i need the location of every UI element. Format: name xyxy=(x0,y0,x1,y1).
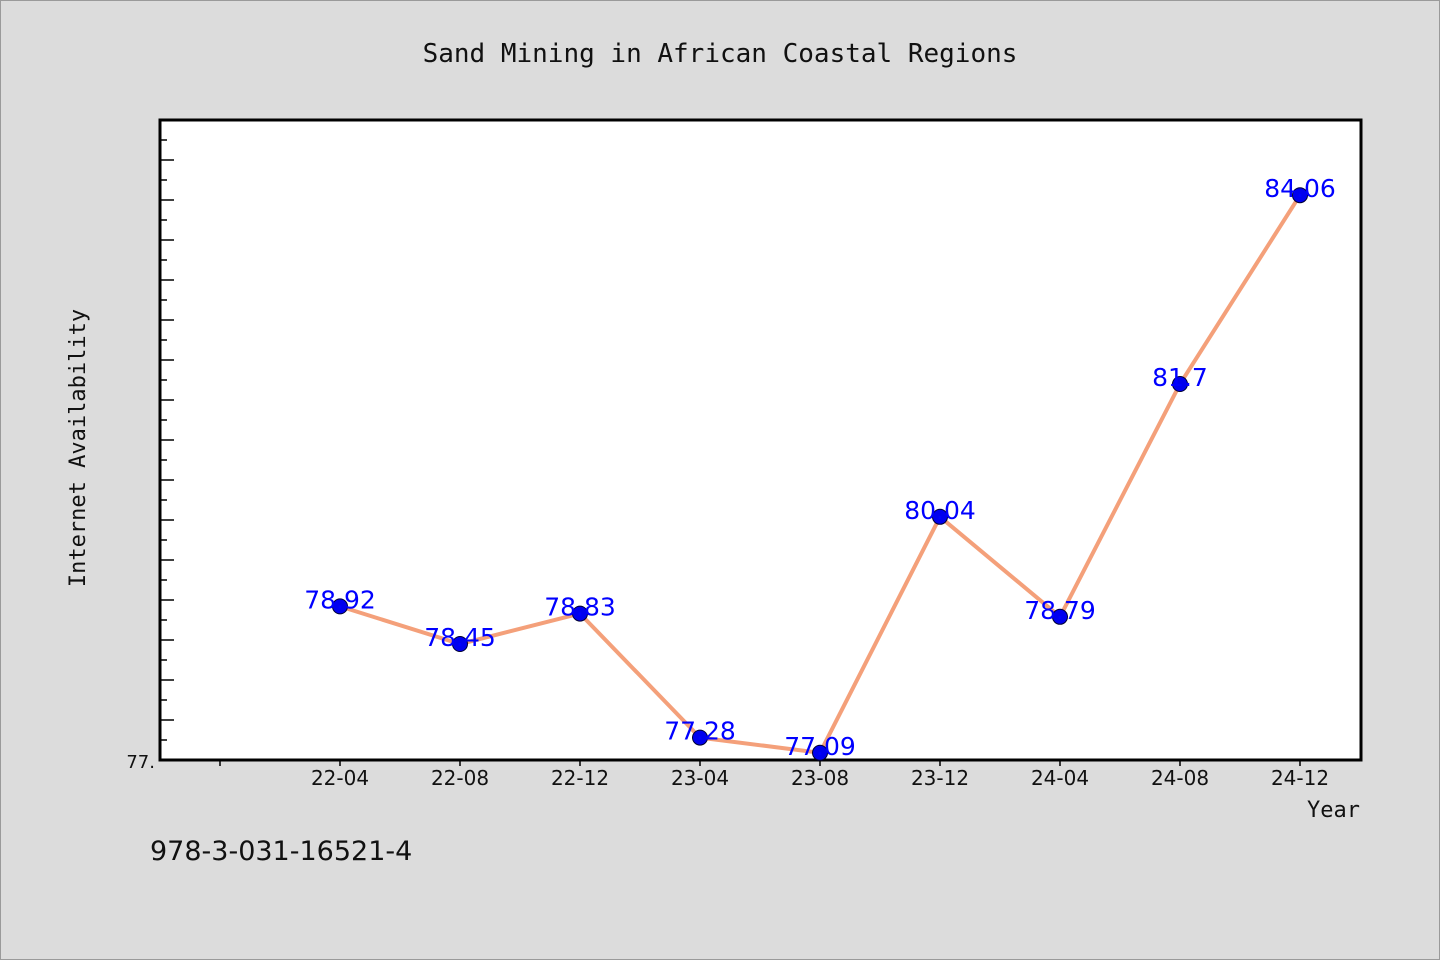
data-point xyxy=(812,744,828,761)
data-label: 81.7 xyxy=(1152,363,1208,392)
data-label: 78.45 xyxy=(424,623,496,652)
data-point xyxy=(332,598,348,615)
data-point xyxy=(1292,187,1308,204)
chart-title: Sand Mining in African Coastal Regions xyxy=(423,39,1018,69)
data-labels: 78.92 78.45 78.83 77.28 77.09 80.04 78.79 81.7 8… xyxy=(304,174,1336,761)
data-label: 77.09 xyxy=(784,732,856,761)
y-tick-label: 77. xyxy=(126,752,155,773)
data-point xyxy=(932,508,948,525)
x-tick-label: 23-04 xyxy=(671,766,729,790)
x-tick-label: 23-08 xyxy=(791,766,849,790)
data-points xyxy=(332,187,1308,761)
x-tick-label: 22-12 xyxy=(551,766,609,790)
x-tick-label: 24-08 xyxy=(1151,766,1209,790)
data-point xyxy=(452,636,468,652)
y-axis-ticks xyxy=(160,119,174,761)
x-axis-ticks: 22-04 22-08 22-12 23-04 23-08 23-12 24-04 24-08… xyxy=(219,760,1329,790)
data-label: 77.28 xyxy=(664,717,736,746)
x-tick-label: 22-08 xyxy=(431,766,489,790)
plot-area xyxy=(158,118,1363,762)
y-axis-label: Internet Availability xyxy=(66,309,91,587)
data-point xyxy=(692,729,708,746)
data-point xyxy=(572,605,588,622)
data-label: 78.83 xyxy=(544,593,616,622)
data-point xyxy=(1172,376,1188,392)
data-label: 84.06 xyxy=(1264,174,1336,203)
isbn-footer: 978-3-031-16521-4 xyxy=(150,836,413,867)
x-tick-label: 23-12 xyxy=(911,766,969,790)
x-tick-label: 24-12 xyxy=(1271,766,1329,790)
data-label: 78.92 xyxy=(304,585,376,614)
data-label: 78.79 xyxy=(1024,596,1096,625)
x-tick-label: 24-04 xyxy=(1031,766,1089,790)
data-point xyxy=(1052,608,1068,625)
x-axis-label: Year xyxy=(1307,798,1360,823)
x-tick-label: 22-04 xyxy=(311,766,369,790)
data-label: 80.04 xyxy=(904,496,976,525)
